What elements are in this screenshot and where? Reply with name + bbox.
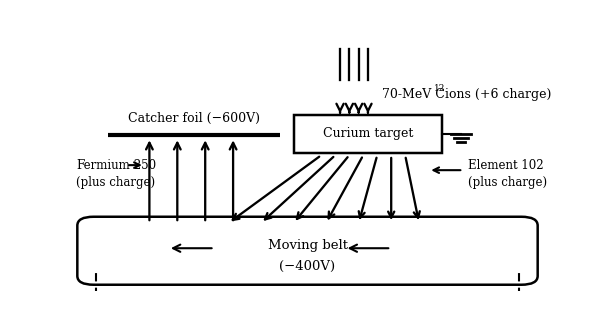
FancyBboxPatch shape [77,217,538,285]
Text: 12: 12 [434,84,445,93]
Text: Curium target: Curium target [323,127,413,140]
Text: Fermium-250: Fermium-250 [76,159,156,172]
Text: ions (+6 charge): ions (+6 charge) [441,88,551,101]
Text: Catcher foil (−600V): Catcher foil (−600V) [128,112,260,125]
Bar [293,115,442,152]
Text: (plus charge): (plus charge) [76,176,155,189]
Text: (plus charge): (plus charge) [468,176,547,189]
Text: 70-MeV C: 70-MeV C [382,88,445,101]
Text: (−400V): (−400V) [280,260,335,273]
Text: Moving belt: Moving belt [268,239,347,252]
Text: Element 102: Element 102 [468,159,544,172]
